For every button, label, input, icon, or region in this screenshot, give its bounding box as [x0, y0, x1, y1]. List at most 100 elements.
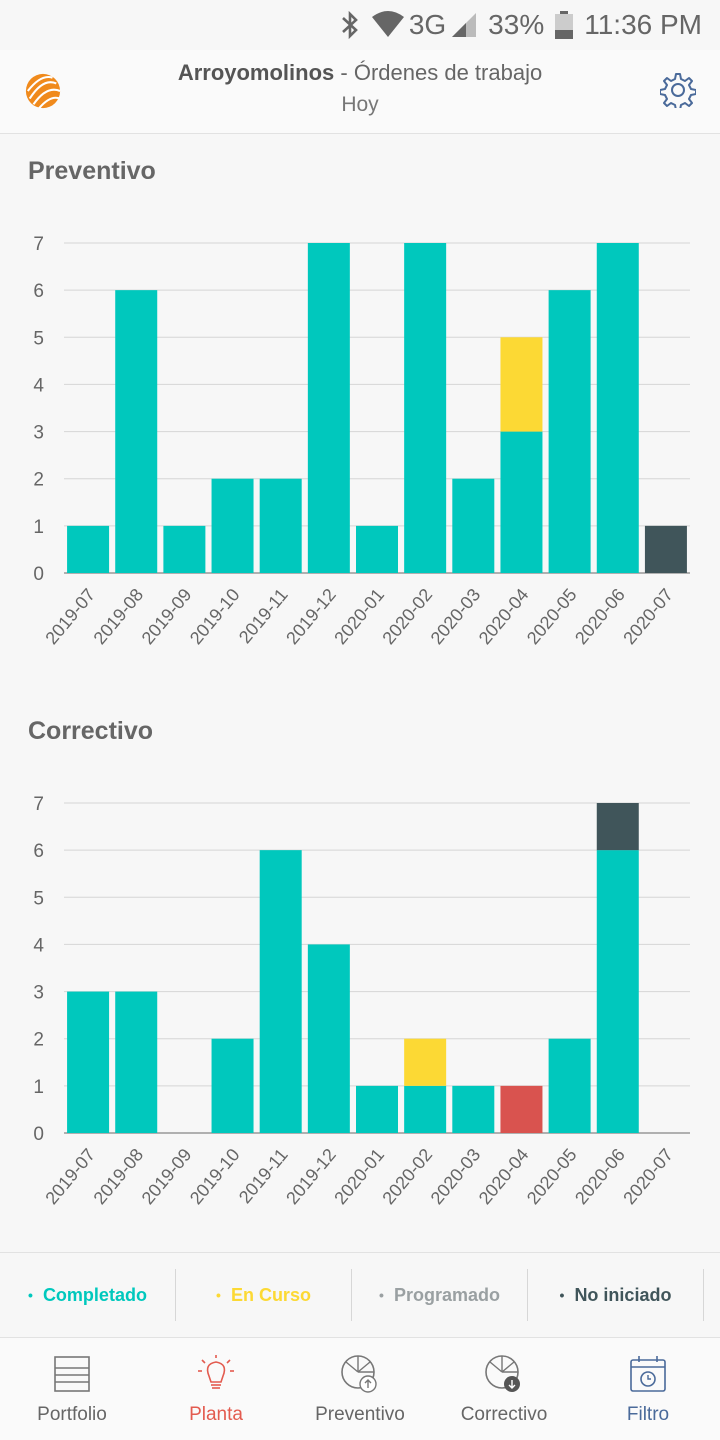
x-tick-label: 2019-09: [138, 1145, 196, 1208]
bottom-nav: Portfolio Planta Preventivo: [0, 1338, 720, 1440]
bar-completado[interactable]: [548, 1038, 591, 1133]
legend-label: Completado: [42, 1284, 147, 1305]
date-filter-label[interactable]: Hoy: [341, 93, 379, 116]
nav-item-portfolio[interactable]: Portfolio: [0, 1338, 144, 1440]
bar-completado[interactable]: [115, 991, 158, 1133]
legend-no-iniciado[interactable]: • No iniciado: [528, 1269, 704, 1321]
calendar-clock-icon: [630, 1356, 666, 1392]
gear-icon[interactable]: [660, 72, 696, 108]
nav-item-planta[interactable]: Planta: [144, 1338, 288, 1440]
y-tick-label: 3: [33, 983, 44, 1004]
bar-completado[interactable]: [404, 1085, 447, 1133]
x-tick-label: 2019-10: [186, 585, 244, 648]
legend-label: En Curso: [230, 1284, 311, 1305]
x-tick-label: 2019-07: [41, 585, 99, 648]
x-tick-label: 2020-03: [427, 585, 485, 648]
network-type: 3G: [408, 9, 447, 40]
y-tick-label: 1: [33, 1077, 44, 1098]
status-bar: 3G 33% 11:36 PM: [0, 0, 720, 50]
bar-completado[interactable]: [596, 850, 639, 1133]
plant-name: Arroyomolinos: [177, 60, 335, 85]
x-tick-label: 2019-07: [41, 1145, 99, 1208]
bar-completado[interactable]: [500, 431, 543, 573]
preventive-gauge-icon: [341, 1355, 377, 1393]
x-tick-label: 2020-05: [523, 585, 581, 648]
bar-completado[interactable]: [452, 478, 495, 573]
legend-label: Programado: [393, 1284, 500, 1305]
bar-completado[interactable]: [67, 991, 110, 1133]
y-tick-label: 4: [33, 935, 44, 956]
bar-completado[interactable]: [211, 1038, 254, 1133]
legend-label: No iniciado: [574, 1284, 672, 1305]
bluetooth-icon: [341, 10, 358, 40]
bar-atrasado[interactable]: [500, 1085, 543, 1133]
y-tick-label: 7: [33, 794, 44, 815]
bar-completado[interactable]: [356, 1085, 398, 1133]
legend-en-curso[interactable]: • En Curso: [176, 1269, 352, 1321]
bar-completado[interactable]: [163, 525, 206, 573]
x-tick-label: 2019-08: [90, 1145, 148, 1208]
x-tick-label: 2019-11: [235, 585, 292, 647]
x-tick-label: 2020-03: [427, 1145, 485, 1208]
x-tick-label: 2020-07: [619, 1145, 677, 1208]
x-tick-label: 2020-02: [378, 585, 436, 648]
legend-programado[interactable]: • Programado: [352, 1269, 528, 1321]
legend-bullet: •: [28, 1287, 33, 1303]
bar-completado[interactable]: [211, 478, 254, 573]
bar-completado[interactable]: [307, 944, 350, 1133]
bar-completado[interactable]: [259, 478, 302, 573]
y-tick-label: 6: [33, 841, 44, 862]
bar-no_iniciado[interactable]: [596, 803, 639, 851]
bar-no_iniciado[interactable]: [644, 525, 687, 573]
nav-item-filtro[interactable]: Filtro: [576, 1338, 720, 1440]
clock: 11:36 PM: [584, 9, 702, 40]
bar-completado[interactable]: [307, 243, 350, 573]
sun-globe-logo[interactable]: [24, 72, 62, 110]
bar-completado[interactable]: [596, 243, 639, 573]
portfolio-list-icon: [54, 1356, 90, 1392]
bar-completado[interactable]: [356, 525, 398, 573]
x-tick-label: 2020-06: [571, 1145, 629, 1208]
signal-icon: [452, 13, 477, 37]
section-title-preventivo: Preventivo: [28, 157, 156, 185]
battery-percent: 33%: [488, 9, 545, 40]
x-tick-label: 2019-11: [235, 1145, 292, 1207]
app-header: Arroyomolinos - Órdenes de trabajo Hoy: [0, 50, 720, 134]
legend-bullet: •: [216, 1287, 221, 1303]
y-tick-label: 0: [33, 1124, 44, 1145]
bar-completado[interactable]: [259, 850, 302, 1133]
bar-en_curso[interactable]: [404, 1038, 447, 1086]
legend-completado[interactable]: • Completado: [0, 1269, 176, 1321]
battery-icon: [555, 11, 574, 39]
nav-item-correctivo[interactable]: Correctivo: [432, 1338, 576, 1440]
x-tick-label: 2020-01: [330, 1145, 388, 1208]
wifi-icon: [371, 11, 404, 37]
section-title-correctivo: Correctivo: [28, 717, 154, 745]
bar-en_curso[interactable]: [500, 337, 543, 432]
nav-label: Correctivo: [460, 1404, 548, 1425]
legend-bullet: •: [559, 1287, 565, 1303]
legend-bullet: •: [379, 1287, 384, 1303]
nav-item-preventivo[interactable]: Preventivo: [288, 1338, 432, 1440]
y-tick-label: 3: [33, 423, 44, 444]
x-tick-label: 2020-07: [619, 585, 677, 648]
page-title: Arroyomolinos - Órdenes de trabajo: [0, 60, 720, 86]
bar-completado[interactable]: [452, 1085, 495, 1133]
x-tick-label: 2020-01: [330, 585, 388, 648]
y-tick-label: 5: [33, 888, 44, 909]
bar-completado[interactable]: [548, 290, 591, 573]
nav-label: Planta: [189, 1404, 243, 1425]
x-tick-label: 2020-02: [378, 1145, 436, 1208]
bar-completado[interactable]: [115, 290, 158, 573]
title-separator: -: [334, 60, 354, 85]
y-tick-label: 6: [33, 281, 44, 302]
status-legend: • Completado • En Curso • Programado • N…: [0, 1252, 720, 1338]
x-tick-label: 2019-12: [282, 1145, 340, 1208]
x-tick-label: 2020-06: [571, 585, 629, 648]
x-tick-label: 2020-05: [523, 1145, 581, 1208]
bar-completado[interactable]: [404, 243, 447, 573]
nav-label: Preventivo: [315, 1404, 405, 1425]
bar-completado[interactable]: [67, 525, 110, 573]
chart-preventivo: 012345672019-072019-082019-092019-102019…: [33, 234, 690, 648]
y-tick-label: 2: [33, 1030, 44, 1051]
